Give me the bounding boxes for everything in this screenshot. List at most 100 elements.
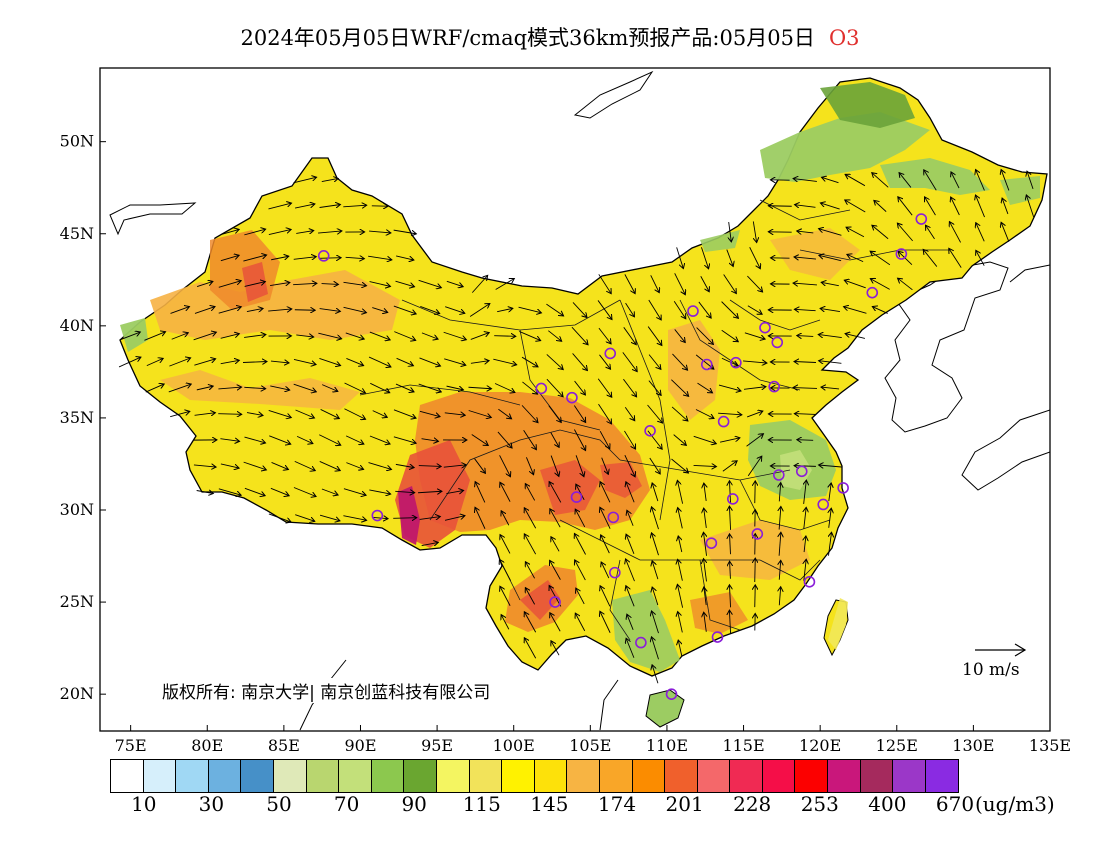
colorbar-label: 70 xyxy=(333,792,360,816)
hainan-region xyxy=(645,689,685,728)
wind-vector xyxy=(729,610,730,634)
wind-vector xyxy=(976,170,985,191)
wind-vector xyxy=(321,488,338,495)
colorbar-label: 10 xyxy=(131,792,157,816)
wind-vector xyxy=(678,640,682,657)
wind-vector xyxy=(600,482,611,503)
wind-vector xyxy=(244,229,265,236)
wind-vector xyxy=(218,387,241,389)
colorbar-label: 253 xyxy=(800,792,839,816)
station-marker xyxy=(635,636,647,649)
wind-vector xyxy=(779,587,780,606)
colorbar-swatch xyxy=(502,760,535,792)
colorbar-label: 30 xyxy=(198,792,225,816)
wind-vector xyxy=(244,335,266,338)
wind-vector xyxy=(293,257,317,260)
x-tick-label: 105E xyxy=(569,736,611,755)
wind-vector xyxy=(551,537,560,552)
wind-vector xyxy=(819,255,842,262)
wind-vector xyxy=(524,612,537,633)
wind-vector xyxy=(418,383,442,392)
wind-vector xyxy=(844,280,866,289)
wind-vector xyxy=(474,458,486,474)
wind-vector xyxy=(600,586,611,607)
wind-vector xyxy=(421,332,438,339)
wind-vector xyxy=(171,333,189,340)
wind-vector xyxy=(368,255,392,260)
wind-vector xyxy=(393,409,416,418)
wind-vector xyxy=(924,170,937,191)
colorbar-swatch xyxy=(534,760,568,792)
wind-vector xyxy=(651,507,659,530)
wind-vector xyxy=(268,513,291,522)
wind-vector xyxy=(468,410,492,417)
x-tick-label: 125E xyxy=(876,736,918,755)
wind-vector xyxy=(819,229,842,236)
wind-vector xyxy=(318,231,342,233)
wind-vector xyxy=(652,665,659,684)
wind-vector xyxy=(949,222,961,243)
wind-vector xyxy=(626,638,635,658)
japan-coastline xyxy=(961,409,1050,491)
wind-vector xyxy=(369,489,390,494)
wind-vector xyxy=(525,562,536,579)
wind-vector xyxy=(626,482,635,503)
wind-vector xyxy=(418,279,442,287)
wind-vector xyxy=(218,281,241,288)
wind-vector xyxy=(794,309,816,310)
wind-vector xyxy=(550,455,559,477)
wind-vector xyxy=(293,487,316,496)
wind-scale-arrowhead xyxy=(1014,643,1027,657)
station-marker xyxy=(768,380,780,393)
wind-vector xyxy=(500,586,511,606)
wind-vector xyxy=(779,506,781,530)
wind-vector xyxy=(550,560,561,580)
wind-vector xyxy=(444,516,465,521)
wind-vector xyxy=(677,480,684,504)
wind-vector xyxy=(471,275,487,293)
colorbar-swatch xyxy=(762,760,796,792)
station-marker xyxy=(609,566,621,579)
wind-vector xyxy=(220,439,239,442)
wind-vector xyxy=(721,329,739,341)
wind-vector xyxy=(844,307,867,314)
wind-vector xyxy=(598,403,611,424)
station-marker xyxy=(607,511,620,524)
wind-vector xyxy=(524,508,537,529)
wind-vector xyxy=(673,300,686,319)
wind-vector xyxy=(721,301,739,319)
wind-vector xyxy=(649,457,660,474)
wind-vector xyxy=(1002,198,1009,215)
y-tick-label: 30N xyxy=(60,500,94,519)
wind-vector xyxy=(493,358,516,365)
wind-vector xyxy=(501,511,510,526)
wind-vector xyxy=(719,438,740,443)
wind-vector xyxy=(546,354,563,369)
wind-vector xyxy=(294,310,315,311)
wind-vector xyxy=(622,352,637,371)
wind-vector xyxy=(747,275,762,292)
station-marker xyxy=(644,425,656,437)
station-marker xyxy=(817,498,830,511)
wind-scale-label: 10 m/s xyxy=(962,660,1020,680)
wind-vector xyxy=(524,638,537,659)
wind-vector xyxy=(575,613,586,632)
wind-vector xyxy=(601,562,610,579)
colorbar-swatch xyxy=(176,760,209,792)
colorbar-label: 201 xyxy=(665,792,704,816)
wind-vector xyxy=(446,385,464,390)
wind-vector xyxy=(599,354,610,369)
wind-vector xyxy=(598,274,611,293)
wind-vector xyxy=(321,284,339,285)
wind-vector xyxy=(497,308,513,311)
wind-vector xyxy=(797,440,814,441)
wind-vector xyxy=(244,436,265,443)
korea-coastline xyxy=(884,261,1009,433)
station-marker xyxy=(759,321,771,334)
wind-vector xyxy=(951,197,960,216)
wind-vector xyxy=(196,386,213,391)
x-tick-label: 130E xyxy=(952,736,994,755)
wind-vector xyxy=(144,332,165,341)
latitude-axis: 20N 25N 30N 35N 40N 45N 50N xyxy=(60,132,106,703)
wind-vector xyxy=(601,457,609,475)
